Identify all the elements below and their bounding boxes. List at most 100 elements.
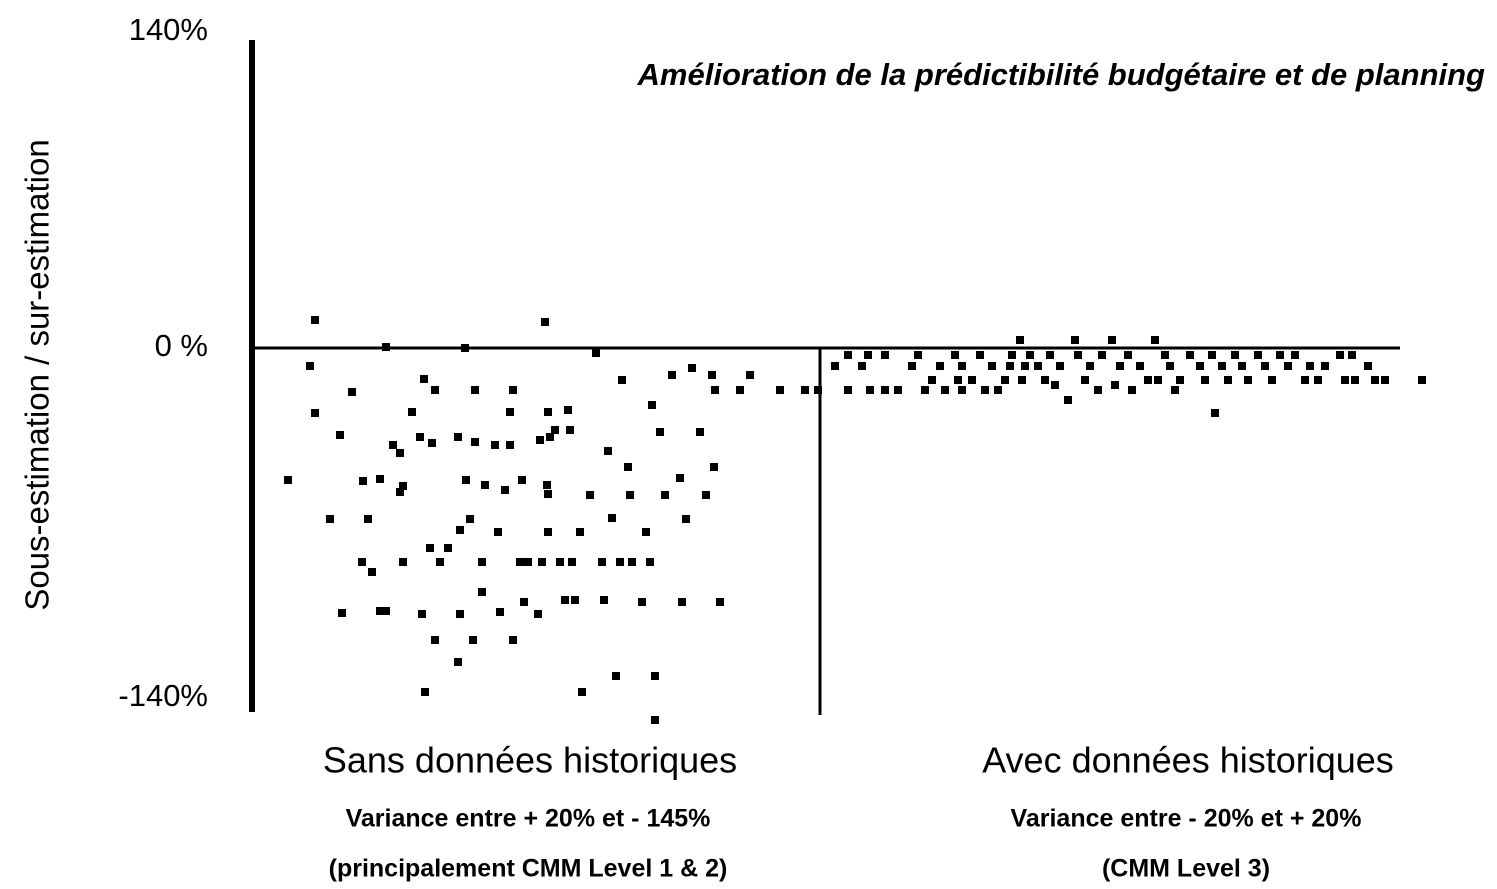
point — [1211, 409, 1219, 417]
point — [1116, 362, 1124, 370]
y-tick-label: 0 % — [155, 328, 208, 363]
point — [481, 481, 489, 489]
point — [456, 610, 464, 618]
point — [1284, 362, 1292, 370]
point — [668, 371, 676, 379]
point — [518, 476, 526, 484]
point — [844, 351, 852, 359]
point — [551, 426, 559, 434]
point — [543, 481, 551, 489]
point — [421, 688, 429, 696]
point — [988, 362, 996, 370]
point — [376, 607, 384, 615]
point — [954, 376, 962, 384]
point — [1201, 376, 1209, 384]
point — [536, 436, 544, 444]
point — [941, 386, 949, 394]
point — [1186, 351, 1194, 359]
y-tick-label: 140% — [129, 12, 208, 47]
point — [496, 608, 504, 616]
point — [710, 463, 718, 471]
point — [651, 672, 659, 680]
group-note: (CMM Level 3) — [1102, 855, 1270, 883]
point — [1218, 362, 1226, 370]
point — [1306, 362, 1314, 370]
point — [544, 490, 552, 498]
point — [1381, 376, 1389, 384]
point — [1074, 351, 1082, 359]
point — [612, 672, 620, 680]
point — [586, 491, 594, 499]
point — [416, 433, 424, 441]
group-label: Avec données historiques — [982, 740, 1394, 781]
point — [478, 558, 486, 566]
point — [494, 528, 502, 536]
point — [981, 386, 989, 394]
point — [1336, 351, 1344, 359]
point — [544, 408, 552, 416]
point — [1171, 386, 1179, 394]
point — [1071, 336, 1079, 344]
point — [1254, 351, 1262, 359]
point — [368, 568, 376, 576]
point — [656, 428, 664, 436]
point — [408, 408, 416, 416]
point — [306, 362, 314, 370]
point — [516, 558, 524, 566]
point — [1276, 351, 1284, 359]
point — [1128, 386, 1136, 394]
point — [336, 431, 344, 439]
point — [616, 558, 624, 566]
point — [1238, 362, 1246, 370]
point — [1244, 376, 1252, 384]
point — [1144, 376, 1152, 384]
point — [501, 486, 509, 494]
point — [364, 515, 372, 523]
point — [456, 526, 464, 534]
point — [844, 386, 852, 394]
point — [1046, 351, 1054, 359]
point — [420, 375, 428, 383]
point — [618, 376, 626, 384]
point — [1261, 362, 1269, 370]
point — [509, 386, 517, 394]
point — [958, 362, 966, 370]
point — [326, 515, 334, 523]
chart-title: Amélioration de la prédictibilité budgét… — [637, 57, 1486, 92]
point — [958, 386, 966, 394]
point — [311, 316, 319, 324]
point — [1196, 362, 1204, 370]
point — [1301, 376, 1309, 384]
point — [469, 636, 477, 644]
point — [1124, 351, 1132, 359]
point — [348, 388, 356, 396]
point — [576, 528, 584, 536]
point — [1154, 376, 1162, 384]
point — [1291, 351, 1299, 359]
point — [1086, 362, 1094, 370]
group-note: (principalement CMM Level 1 & 2) — [329, 855, 728, 883]
point — [564, 406, 572, 414]
point — [566, 426, 574, 434]
point — [506, 408, 514, 416]
point — [1098, 351, 1106, 359]
point — [436, 558, 444, 566]
point — [454, 433, 462, 441]
point — [801, 386, 809, 394]
point — [598, 558, 606, 566]
point — [466, 515, 474, 523]
point — [1136, 362, 1144, 370]
point — [651, 716, 659, 724]
point — [358, 558, 366, 566]
point — [638, 598, 646, 606]
point — [746, 371, 754, 379]
y-axis-label: Sous-estimation / sur-estimation — [19, 139, 56, 610]
point — [831, 362, 839, 370]
point — [1094, 386, 1102, 394]
point — [568, 558, 576, 566]
point — [1108, 336, 1116, 344]
point — [776, 386, 784, 394]
point — [541, 318, 549, 326]
point — [311, 409, 319, 417]
